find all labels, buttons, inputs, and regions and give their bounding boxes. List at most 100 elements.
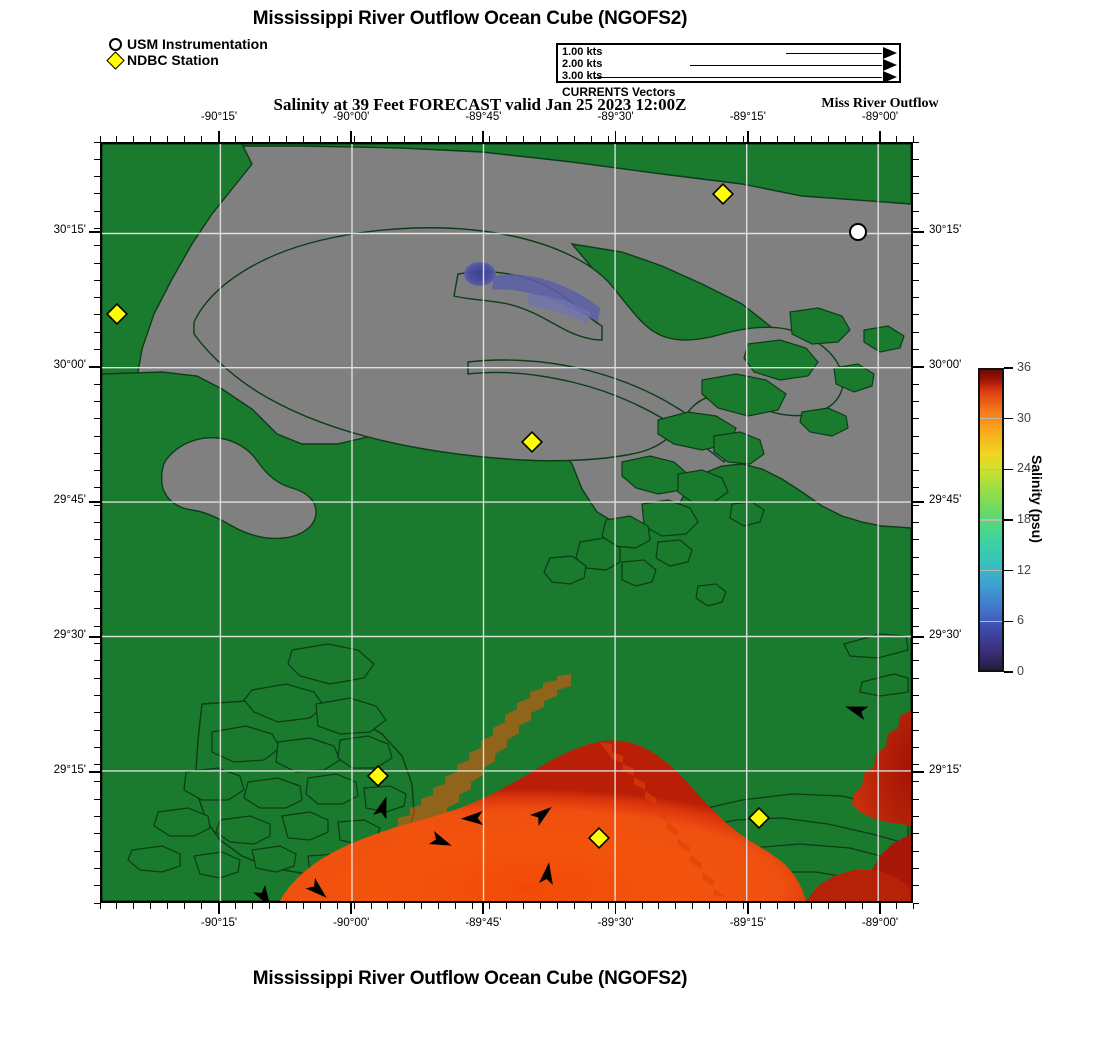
lon-minor-tick — [539, 903, 541, 909]
lat-major-tick — [913, 365, 924, 368]
lat-major-tick — [89, 501, 100, 503]
currents-legend-label: 1.00 kts — [562, 46, 603, 58]
lat-minor-tick — [913, 279, 919, 281]
lat-minor-tick — [913, 694, 919, 696]
ndbc-station-marker[interactable] — [520, 430, 544, 454]
forecast-subtitle: Salinity at 39 Feet FORECAST valid Jan 2… — [273, 95, 687, 114]
lat-minor-tick — [913, 435, 919, 437]
usm-instrumentation-marker[interactable] — [849, 223, 867, 241]
lon-axis-label-top: -89°00' — [861, 111, 899, 123]
ndbc-station-marker[interactable] — [366, 764, 390, 788]
circle-marker-icon — [108, 37, 123, 51]
ndbc-station-marker[interactable] — [711, 182, 735, 206]
colorbar-tick-mark — [1004, 620, 1013, 623]
lon-minor-tick — [336, 903, 338, 909]
lon-major-tick — [350, 131, 352, 142]
lon-minor-tick — [167, 903, 169, 909]
lat-minor-tick — [913, 573, 919, 575]
lon-minor-tick — [861, 903, 863, 909]
map-canvas — [102, 144, 911, 901]
lat-axis-label-right: 30°15' — [929, 224, 962, 237]
ndbc-station-marker[interactable] — [587, 826, 611, 850]
lat-minor-tick — [913, 262, 919, 264]
lon-major-tick — [218, 903, 220, 914]
lat-minor-tick — [913, 781, 919, 783]
page-title: Mississippi River Outflow Ocean Cube (NG… — [252, 8, 688, 29]
legend-label-ndbc: NDBC Station — [127, 52, 219, 68]
lon-minor-tick — [150, 903, 152, 909]
lon-minor-tick — [522, 903, 524, 909]
currents-legend-label: 2.00 kts — [562, 58, 603, 70]
map-gridlines — [102, 144, 911, 901]
colorbar-tick-label: 12 — [1017, 562, 1031, 577]
lat-minor-tick — [913, 487, 919, 489]
lon-minor-tick — [116, 903, 118, 909]
current-vector-arrows — [253, 706, 869, 901]
legend-label-usm: USM Instrumentation — [127, 36, 268, 52]
ndbc-station-marker[interactable] — [747, 806, 771, 830]
colorbar-inner-rule — [980, 620, 1002, 622]
lon-minor-tick — [319, 903, 321, 909]
map-plot-area[interactable] — [100, 142, 913, 903]
colorbar-tick-label: 30 — [1017, 410, 1031, 425]
lat-minor-tick — [913, 902, 919, 904]
lon-minor-tick — [692, 903, 694, 909]
lon-minor-tick — [421, 903, 423, 909]
lat-minor-tick — [913, 885, 919, 887]
lon-minor-tick — [658, 903, 660, 909]
lat-major-tick — [89, 636, 100, 638]
lon-axis-label-bottom: -90°00' — [333, 917, 370, 929]
lon-minor-tick — [438, 903, 440, 909]
lon-major-tick — [746, 131, 749, 142]
lon-minor-tick — [607, 903, 609, 909]
lat-minor-tick — [913, 366, 919, 368]
lon-minor-tick — [472, 903, 474, 909]
lon-minor-tick — [235, 903, 236, 909]
colorbar-tick-mark — [1004, 671, 1013, 673]
low-salinity-patch — [464, 262, 600, 324]
lon-axis-label-bottom: -89°30' — [597, 917, 634, 929]
lat-axis-label-right: 29°15' — [929, 764, 962, 777]
footer-title: Mississippi River Outflow Ocean Cube (NG… — [252, 968, 688, 989]
lon-minor-tick — [370, 903, 372, 909]
colorbar-tick-mark — [1004, 468, 1013, 471]
lat-minor-tick — [913, 314, 919, 316]
lon-minor-tick — [726, 903, 728, 909]
ndbc-station-marker[interactable] — [105, 302, 129, 326]
currents-legend-row: 3.00 kts — [558, 70, 899, 83]
station-markers[interactable] — [105, 182, 867, 850]
lon-major-tick — [350, 903, 352, 914]
lon-minor-tick — [912, 903, 914, 909]
legend-item-usm: USM Instrumentation — [108, 36, 268, 52]
lon-minor-tick — [218, 903, 220, 909]
lat-major-tick — [89, 365, 100, 368]
lon-minor-tick — [404, 903, 406, 909]
lon-minor-tick — [201, 903, 203, 909]
lon-minor-tick — [844, 903, 846, 909]
diamond-marker-icon — [106, 50, 125, 70]
lat-minor-tick — [913, 349, 919, 351]
lon-minor-tick — [285, 903, 287, 909]
lon-major-tick — [614, 903, 617, 914]
lon-minor-tick — [895, 903, 897, 909]
currents-vector-legend: 1.00 kts 2.00 kts 3.00 kts — [556, 43, 901, 83]
lat-minor-tick — [913, 764, 919, 766]
lat-minor-tick — [913, 176, 919, 178]
lon-minor-tick — [777, 903, 778, 909]
lon-minor-tick — [489, 903, 491, 909]
lat-minor-tick — [913, 470, 919, 472]
lat-minor-tick — [913, 522, 919, 523]
lat-minor-tick — [913, 539, 919, 541]
lat-minor-tick — [913, 193, 919, 195]
lon-minor-tick — [99, 903, 101, 909]
lat-minor-tick — [913, 331, 919, 333]
lon-minor-tick — [760, 903, 762, 909]
salinity-plume — [280, 674, 806, 901]
lat-major-tick — [89, 771, 100, 774]
colorbar-tick-label: 24 — [1017, 461, 1031, 476]
lon-minor-tick — [556, 903, 558, 909]
lat-major-tick — [913, 501, 924, 503]
lat-minor-tick — [913, 608, 919, 610]
lat-minor-tick — [913, 504, 919, 506]
lat-minor-tick — [913, 625, 919, 627]
